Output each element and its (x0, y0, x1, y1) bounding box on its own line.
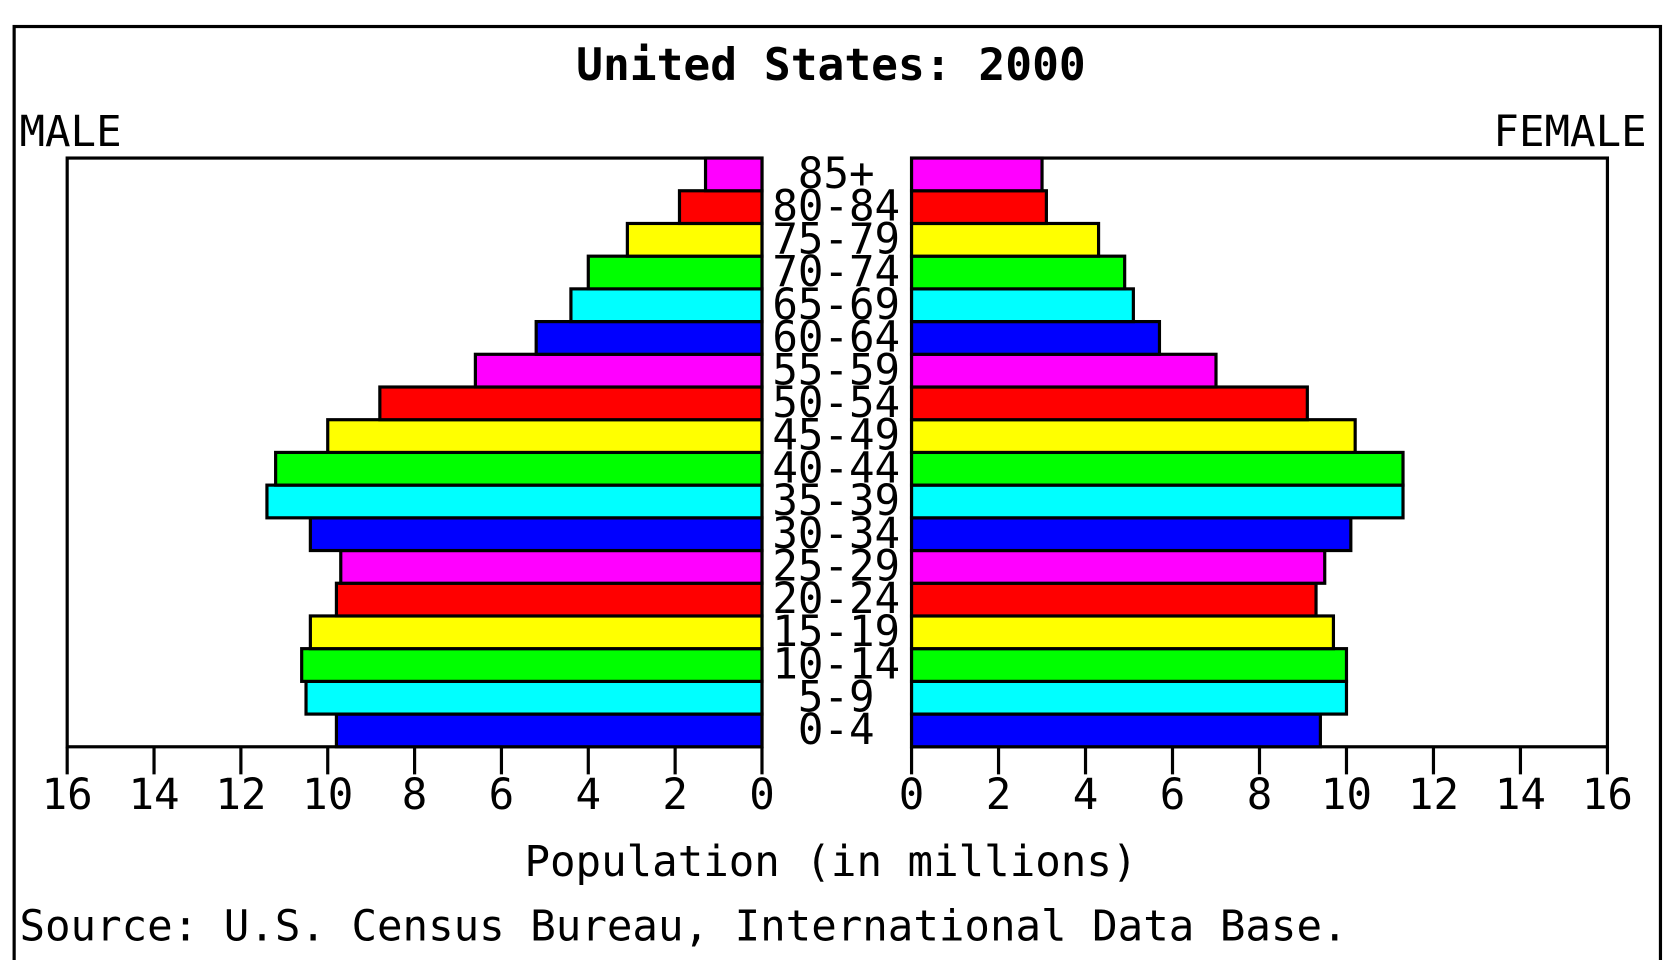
bar (378, 385, 764, 422)
bar (625, 221, 764, 258)
x-tick-label: 8 (1247, 771, 1273, 820)
age-label: 30-34 (772, 510, 900, 559)
x-tick-label: 0 (899, 771, 925, 820)
bar (308, 614, 764, 651)
x-tick-label: 8 (402, 771, 428, 820)
age-label: 65-69 (772, 281, 900, 330)
bar (334, 712, 764, 749)
x-tick-label: 6 (489, 771, 515, 820)
x-tick-label: 2 (662, 771, 688, 820)
source-note: Source: U.S. Census Bureau, Internationa… (19, 903, 1347, 952)
x-tick-label: 4 (1073, 771, 1099, 820)
bar (909, 287, 1135, 324)
bar (265, 483, 764, 520)
x-tick-label: 10 (1321, 771, 1372, 820)
age-label: 75-79 (772, 215, 900, 264)
age-label: 85+ (798, 150, 875, 199)
bar (569, 287, 764, 324)
bar (909, 679, 1349, 716)
female-label: FEMALE (1493, 108, 1646, 157)
bar (339, 548, 764, 585)
bar (300, 647, 764, 683)
bar (534, 319, 764, 356)
age-label: 55-59 (772, 346, 900, 395)
age-label: 40-44 (772, 444, 900, 493)
bar (304, 679, 764, 716)
age-label: 60-64 (772, 314, 900, 363)
bar (909, 221, 1101, 258)
bar (334, 581, 764, 618)
bar (909, 156, 1044, 193)
x-axis-label: Population (in millions) (524, 838, 1137, 887)
bar (909, 581, 1318, 618)
age-label: 70-74 (772, 248, 900, 297)
x-tick-label: 14 (128, 771, 179, 820)
age-label: 25-29 (772, 543, 900, 592)
chart-title: United States: 2000 (576, 39, 1086, 91)
age-label: 50-54 (772, 379, 900, 428)
bar (909, 189, 1048, 226)
male-label: MALE (19, 108, 121, 157)
x-tick-label: 10 (302, 771, 353, 820)
frame (12, 24, 1663, 960)
x-tick-label: 4 (576, 771, 602, 820)
bar (909, 516, 1353, 553)
age-label: 15-19 (772, 608, 900, 657)
bar (909, 483, 1405, 520)
x-tick-label: 0 (749, 771, 775, 820)
age-label: 35-39 (772, 477, 900, 526)
bar (909, 712, 1322, 749)
bar (473, 352, 764, 389)
age-label: 0-4 (798, 706, 875, 755)
bar (909, 385, 1309, 422)
x-tick-label: 16 (42, 771, 93, 820)
x-tick-label: 6 (1160, 771, 1186, 820)
bar (326, 418, 764, 455)
bar (909, 647, 1349, 683)
bar (909, 548, 1327, 585)
bar (586, 254, 764, 291)
x-tick-label: 12 (215, 771, 266, 820)
x-tick-label: 12 (1408, 771, 1459, 820)
bar (909, 614, 1336, 651)
bar (909, 352, 1218, 389)
bar (909, 418, 1357, 455)
bar (274, 450, 764, 487)
age-label: 20-24 (772, 575, 900, 624)
x-tick-label: 14 (1495, 771, 1546, 820)
bar (677, 189, 764, 226)
age-label: 10-14 (772, 641, 900, 690)
age-label: 5-9 (798, 673, 875, 722)
bar (703, 156, 764, 193)
age-label: 45-49 (772, 412, 900, 461)
age-label: 80-84 (772, 183, 900, 232)
bar (909, 450, 1405, 487)
bar (909, 319, 1162, 356)
bar (909, 254, 1127, 291)
x-tick-label: 16 (1582, 771, 1633, 820)
x-tick-label: 2 (986, 771, 1012, 820)
bar (308, 516, 764, 553)
